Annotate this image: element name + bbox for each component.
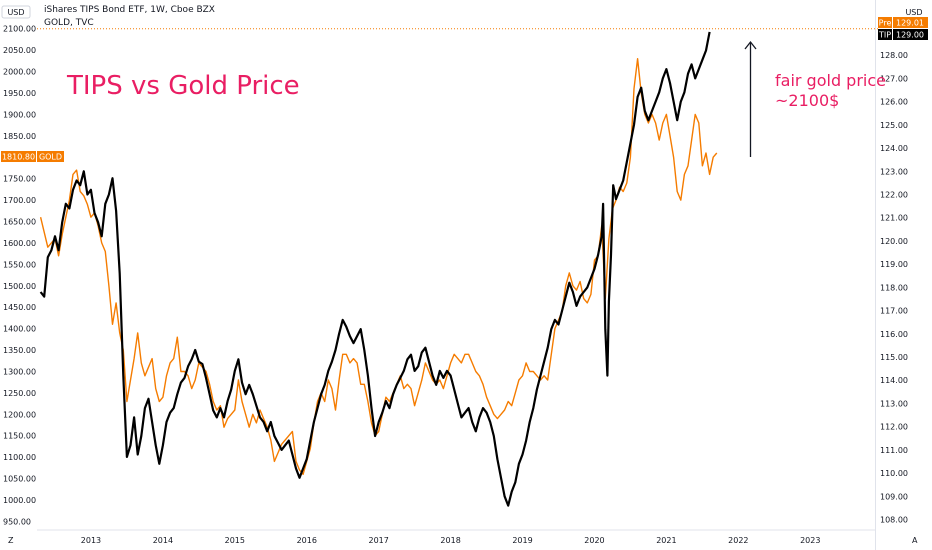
right-tick-label: 123.00 [880, 167, 908, 176]
tip-badge [893, 29, 928, 40]
right-tick-label: 115.00 [880, 353, 908, 362]
right-tick-label: 110.00 [880, 469, 908, 478]
left-tick-label: 1900.00 [3, 110, 36, 119]
right-tick-label: 118.00 [880, 283, 908, 292]
right-tick-label: 108.00 [880, 516, 908, 525]
chart-title[interactable]: TIPS vs Gold Price [66, 71, 300, 101]
tip-badge-tag [878, 29, 892, 40]
gold-badge-label: GOLD [39, 153, 62, 162]
tip-badge-value: 129.00 [896, 31, 924, 40]
time-tick-label: 2023 [800, 536, 820, 545]
left-tick-label: 1600.00 [3, 239, 36, 248]
left-tick-label: 1000.00 [3, 496, 36, 505]
left-tick-label: 1650.00 [3, 218, 36, 227]
left-tick-label: 950.00 [3, 517, 31, 526]
time-tick-label: 2016 [297, 536, 317, 545]
right-tick-label: 109.00 [880, 492, 908, 501]
time-tick-label: 2015 [225, 536, 245, 545]
left-tick-label: 1550.00 [3, 260, 36, 269]
left-tick-label: 1150.00 [3, 432, 36, 441]
series-line-tip [39, 31, 711, 507]
left-tick-label: 1100.00 [3, 453, 36, 462]
left-tick-label: 1050.00 [3, 475, 36, 484]
time-tick-label: 2021 [656, 536, 676, 545]
arrow-head-icon [744, 40, 757, 50]
left-tick-label: 1750.00 [3, 175, 36, 184]
auto-scale-icon[interactable]: A [912, 536, 918, 545]
left-tick-label: 1200.00 [3, 410, 36, 419]
left-tick-label: 1350.00 [3, 346, 36, 355]
right-tick-label: 125.00 [880, 121, 908, 130]
left-tick-label: 1500.00 [3, 282, 36, 291]
left-unit-label: USD [7, 8, 24, 17]
time-tick-label: 2019 [512, 536, 532, 545]
zoom-reset-icon[interactable]: Z [8, 536, 14, 545]
gold-badge [1, 151, 36, 162]
time-tick-label: 2022 [728, 536, 748, 545]
right-tick-label: 124.00 [880, 144, 908, 153]
left-tick-label: 2050.00 [3, 46, 36, 55]
right-tick-label: 127.00 [880, 74, 908, 83]
left-tick-label: 1300.00 [3, 367, 36, 376]
time-tick-label: 2018 [440, 536, 460, 545]
time-axis[interactable]: 2013 2014 2015 2016 2017 2018 2019 2020 2021 2022… [81, 536, 821, 545]
gold-badge-tag [37, 151, 64, 162]
right-price-axis[interactable]: 128.00 127.00 126.00 125.00 124.00 123.00 122.… [880, 51, 908, 524]
right-tick-label: 117.00 [880, 307, 908, 316]
pre-badge-tag [878, 17, 892, 28]
right-tick-label: 128.00 [880, 51, 908, 60]
left-tick-label: 1950.00 [3, 89, 36, 98]
time-tick-label: 2020 [584, 536, 604, 545]
left-unit-box[interactable] [1, 5, 31, 19]
time-tick-label: 2017 [368, 536, 388, 545]
left-tick-label: 1700.00 [3, 196, 36, 205]
right-tick-label: 112.00 [880, 423, 908, 432]
right-tick-label: 113.00 [880, 399, 908, 408]
right-tick-label: 121.00 [880, 214, 908, 223]
plot-area [39, 31, 718, 507]
symbol-header[interactable]: iShares TIPS Bond ETF, 1W, Cboe BZX [44, 5, 215, 15]
pre-badge-value: 129.01 [896, 19, 924, 28]
price-guide [37, 0, 880, 550]
gold-badge-value: 1810.80 [2, 153, 35, 162]
series-line-gold [39, 58, 718, 475]
time-tick-label: 2013 [81, 536, 101, 545]
overlay-header[interactable]: GOLD, TVC [44, 18, 94, 28]
left-tick-label: 2100.00 [3, 25, 36, 34]
right-tick-label: 119.00 [880, 260, 908, 269]
right-tick-label: 111.00 [880, 446, 908, 455]
right-tick-label: 116.00 [880, 330, 908, 339]
left-price-axis[interactable]: 2100.00 2050.00 2000.00 1950.00 1900.00 1850.… [3, 25, 36, 527]
annotation-line-2[interactable]: ~2100$ [775, 91, 839, 110]
right-unit-label: USD [905, 8, 922, 17]
right-tick-label: 120.00 [880, 237, 908, 246]
right-tick-label: 126.00 [880, 98, 908, 107]
left-tick-label: 1850.00 [3, 132, 36, 141]
left-tick-label: 1250.00 [3, 389, 36, 398]
pre-badge-label: Pre [879, 19, 892, 28]
tip-badge-label: TIP [878, 31, 891, 40]
time-tick-label: 2014 [153, 536, 173, 545]
left-tick-label: 1400.00 [3, 325, 36, 334]
left-tick-label: 1450.00 [3, 303, 36, 312]
annotation-line-1[interactable]: fair gold price [775, 71, 886, 90]
left-tick-label: 2000.00 [3, 68, 36, 77]
right-tick-label: 114.00 [880, 376, 908, 385]
right-tick-label: 122.00 [880, 190, 908, 199]
pre-badge [893, 17, 928, 28]
